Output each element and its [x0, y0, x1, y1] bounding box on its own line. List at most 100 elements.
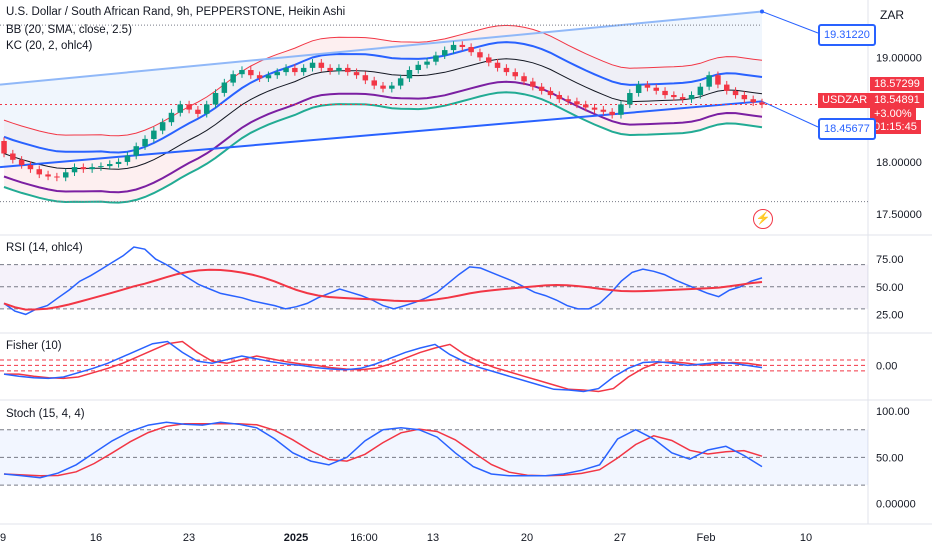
candle-body [1, 141, 7, 154]
candle-body [10, 153, 16, 160]
candle-body [336, 67, 342, 71]
candle-body [503, 67, 510, 73]
fisher-trigger-line [4, 340, 763, 393]
candle-body [433, 55, 439, 62]
stoch-tick-label: 50.00 [876, 452, 904, 464]
candle-body [530, 81, 536, 87]
candle-body [353, 72, 360, 76]
candle-body [468, 47, 474, 53]
change-tag: +3.00% [870, 107, 916, 121]
candle-body [362, 75, 369, 81]
rsi-ma-line [3, 268, 763, 311]
candle-body [168, 112, 175, 123]
candle-body [115, 161, 122, 164]
price-tick-label: 19.00000 [876, 52, 922, 64]
kc-upper-line [3, 41, 763, 154]
candle-body [45, 174, 51, 177]
candle-body [292, 67, 298, 73]
candle-body [512, 72, 518, 77]
candle-body [565, 99, 571, 102]
candle-body [221, 82, 228, 93]
candle-body [724, 84, 730, 91]
candle-body [459, 44, 466, 47]
chart-title: U.S. Dollar / South African Rand, 9h, PE… [6, 6, 346, 18]
candle-body [486, 57, 492, 63]
candle-body [212, 93, 219, 105]
candle-body [494, 62, 501, 68]
candle-body [142, 138, 148, 147]
kc-legend: KC (20, 2, ohlc4) [6, 40, 93, 52]
candle-body [750, 99, 756, 103]
candle-body [688, 95, 695, 100]
candle-body [256, 75, 263, 79]
candle-body [230, 74, 236, 83]
candle-body [759, 102, 765, 105]
candle-body [477, 52, 483, 58]
rsi-tick-label: 25.00 [876, 309, 904, 321]
candle-body [18, 159, 25, 165]
candle-body [71, 167, 78, 173]
candle-body [318, 62, 325, 68]
stoch-tick-label: 100.00 [876, 406, 910, 418]
candle-body [547, 90, 554, 96]
bb-upper-line [3, 24, 763, 137]
rsi-legend: RSI (14, ohlc4) [6, 242, 83, 254]
fisher-legend: Fisher (10) [6, 340, 62, 352]
time-tick-label: 16:00 [350, 532, 378, 544]
candle-body [406, 70, 413, 79]
candle-body [380, 85, 386, 89]
candle-body [389, 85, 395, 89]
bb-basis-line [3, 58, 763, 170]
candle-body [442, 50, 448, 56]
candle-body [124, 155, 131, 162]
stoch-legend: Stoch (15, 4, 4) [6, 408, 85, 420]
rsi-tick-label: 50.00 [876, 282, 904, 294]
candle-body [274, 72, 280, 76]
candle-body [80, 167, 87, 170]
candle-body [371, 80, 377, 86]
last-high-price-tag: 18.57299 [870, 77, 924, 91]
candle-body [627, 93, 633, 105]
candle-body [450, 44, 457, 51]
candle-body [177, 104, 183, 113]
time-tick-label: 10 [800, 532, 812, 544]
lightning-icon[interactable]: ⚡ [753, 209, 773, 229]
time-tick-label: 20 [521, 532, 533, 544]
candle-body [715, 75, 721, 85]
upper-trendline [0, 10, 763, 86]
candle-body [300, 67, 307, 73]
lower-channel-price-tag: 18.45677 [818, 118, 876, 140]
candle-body [327, 67, 333, 71]
candle-body [89, 167, 95, 170]
candle-body [662, 90, 668, 96]
candle-body [697, 86, 704, 96]
last-price-tag: 18.54891 [870, 93, 924, 108]
price-tick-label: 18.00000 [876, 157, 922, 169]
candle-body [283, 67, 289, 73]
candle-body [556, 95, 562, 100]
price-tick-label: 17.50000 [876, 209, 922, 221]
candle-body [36, 169, 42, 175]
candle-body [671, 95, 677, 98]
candle-body [706, 75, 712, 87]
candle-body [521, 76, 527, 82]
bb-legend: BB (20, SMA, close, 2.5) [6, 24, 132, 36]
time-tick-label: 2025 [284, 532, 308, 544]
candle-body [397, 78, 404, 86]
candle-body [741, 95, 748, 100]
candle-body [151, 130, 157, 139]
candle-body [159, 122, 166, 131]
lower-callout-line [761, 100, 819, 128]
symbol-tag: USDZAR [818, 93, 872, 108]
currency-label[interactable]: ZAR [880, 8, 904, 22]
time-tick-label: Feb [697, 532, 716, 544]
time-tick-label: 23 [183, 532, 195, 544]
candle-body [618, 104, 624, 115]
candle-body [248, 70, 254, 76]
candle-body [653, 87, 659, 91]
candle-body [27, 165, 34, 170]
stoch-k-line [3, 421, 763, 479]
candle-body [239, 70, 245, 75]
